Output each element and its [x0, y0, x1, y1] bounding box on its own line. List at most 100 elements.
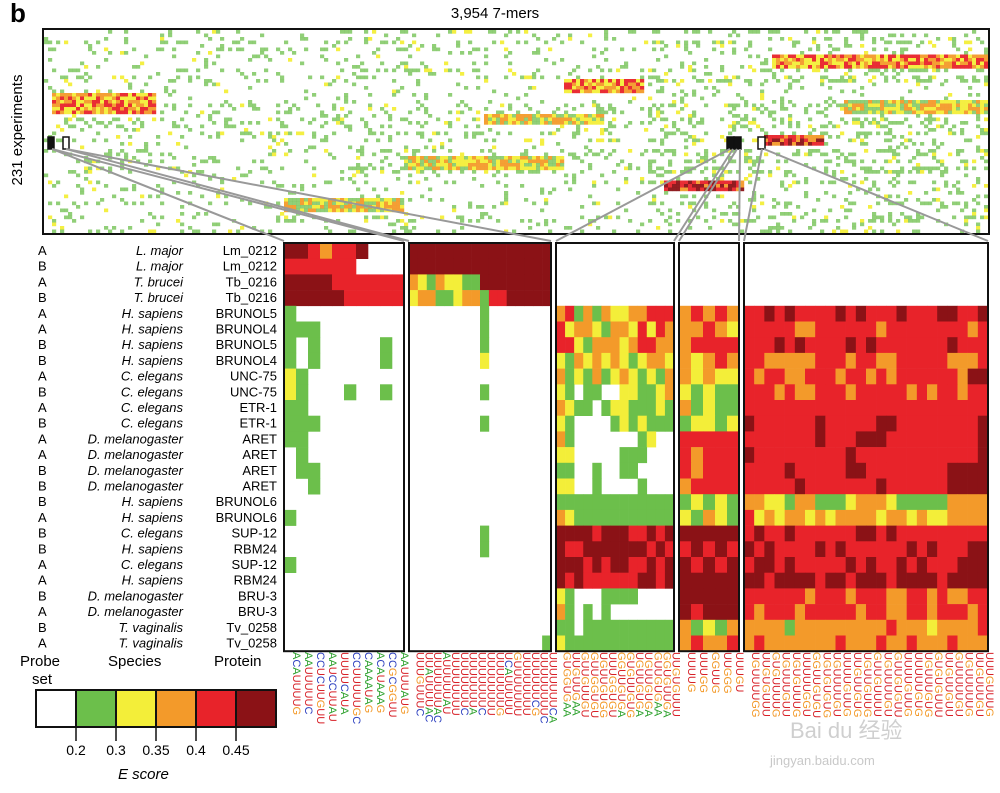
heatmap-cell	[906, 400, 918, 416]
overview-cell	[980, 40, 985, 45]
overview-cell	[868, 226, 873, 230]
heatmap-cell	[409, 258, 419, 275]
heatmap-cell	[927, 525, 938, 542]
overview-cell	[784, 138, 789, 143]
heatmap-cell	[619, 635, 629, 652]
overview-cell	[124, 201, 129, 206]
overview-cell	[256, 79, 261, 83]
overview-cell	[856, 100, 861, 104]
overview-cell	[484, 47, 489, 52]
heatmap-cell	[715, 352, 728, 369]
overview-cell	[76, 107, 81, 111]
overview-cell	[688, 226, 693, 230]
overview-cell	[580, 159, 585, 164]
overview-cell	[372, 187, 377, 192]
heatmap-cell	[784, 431, 796, 448]
overview-cell	[416, 156, 421, 160]
kmer-label: UGUUGUGA	[642, 652, 654, 718]
overview-cell	[860, 65, 865, 69]
heatmap-cell	[845, 368, 857, 385]
overview-cell	[192, 229, 197, 234]
overview-cell	[284, 110, 289, 115]
overview-cell	[232, 177, 237, 181]
overview-cell	[876, 110, 881, 115]
overview-cell	[492, 117, 497, 122]
overview-cell	[404, 145, 409, 150]
overview-cell	[280, 138, 285, 143]
overview-cell	[844, 44, 849, 48]
heatmap-cell	[592, 321, 602, 338]
overview-cell	[684, 47, 689, 52]
heatmap-cell	[835, 494, 846, 511]
heatmap-cell	[957, 572, 968, 589]
overview-cell	[832, 180, 837, 185]
overview-cell	[864, 65, 869, 69]
overview-cell	[872, 100, 877, 104]
kmer-label: UUUGG	[697, 652, 709, 693]
heatmap-cell	[815, 384, 826, 401]
overview-cell	[156, 184, 161, 188]
heatmap-cell	[284, 400, 297, 416]
overview-cell	[888, 180, 893, 185]
heatmap-cell	[896, 352, 907, 369]
heatmap-cell	[855, 400, 867, 416]
overview-cell	[120, 159, 125, 164]
overview-cell	[460, 100, 465, 104]
overview-cell	[152, 100, 157, 104]
overview-cell	[728, 40, 733, 45]
overview-cell	[884, 138, 889, 143]
overview-cell	[928, 40, 933, 45]
overview-cell	[528, 226, 533, 230]
heatmap-cell	[727, 604, 740, 621]
overview-cell	[792, 103, 797, 108]
heatmap-cell	[655, 384, 666, 401]
overview-cell	[76, 205, 81, 209]
overview-cell	[596, 121, 601, 125]
overview-cell	[68, 124, 73, 129]
heatmap-cell	[664, 572, 675, 589]
heatmap-cell	[628, 337, 638, 354]
overview-cell	[580, 86, 585, 90]
heatmap-cell	[957, 321, 968, 338]
overview-cell	[820, 79, 825, 83]
overview-cell	[884, 47, 889, 52]
overview-cell	[760, 110, 765, 115]
overview-cell	[852, 110, 857, 115]
overview-cell	[88, 93, 93, 97]
overview-cell	[936, 159, 941, 164]
overview-cell	[392, 198, 397, 202]
overview-cell	[244, 173, 249, 178]
overview-cell	[412, 219, 417, 223]
overview-cell	[780, 65, 785, 69]
heatmap-cell	[866, 415, 877, 432]
heatmap-cell	[754, 384, 765, 401]
overview-cell	[816, 44, 821, 48]
overview-cell	[856, 131, 861, 136]
overview-cell	[416, 100, 421, 104]
overview-cell	[124, 51, 129, 55]
heatmap-cell	[556, 588, 566, 605]
overview-cell	[384, 205, 389, 209]
overview-cell	[216, 131, 221, 136]
overview-cell	[792, 219, 797, 223]
overview-cell	[828, 180, 833, 185]
overview-cell	[868, 61, 873, 66]
overview-cell	[968, 93, 973, 97]
heatmap-cell	[480, 384, 490, 401]
heatmap-cell	[754, 494, 765, 511]
overview-cell	[900, 54, 905, 59]
overview-cell	[484, 107, 489, 111]
heatmap-cell	[977, 431, 989, 448]
overview-cell	[932, 117, 937, 122]
overview-cell	[668, 215, 673, 220]
overview-cell	[276, 117, 281, 122]
overview-cell	[596, 110, 601, 115]
overview-cell	[704, 180, 709, 185]
legend-swatch	[235, 689, 277, 728]
overview-cell	[668, 184, 673, 188]
overview-cell	[792, 65, 797, 69]
header-protein: Protein	[214, 653, 262, 670]
overview-cell	[676, 82, 681, 87]
overview-cell	[472, 166, 477, 171]
overview-cell	[96, 93, 101, 97]
